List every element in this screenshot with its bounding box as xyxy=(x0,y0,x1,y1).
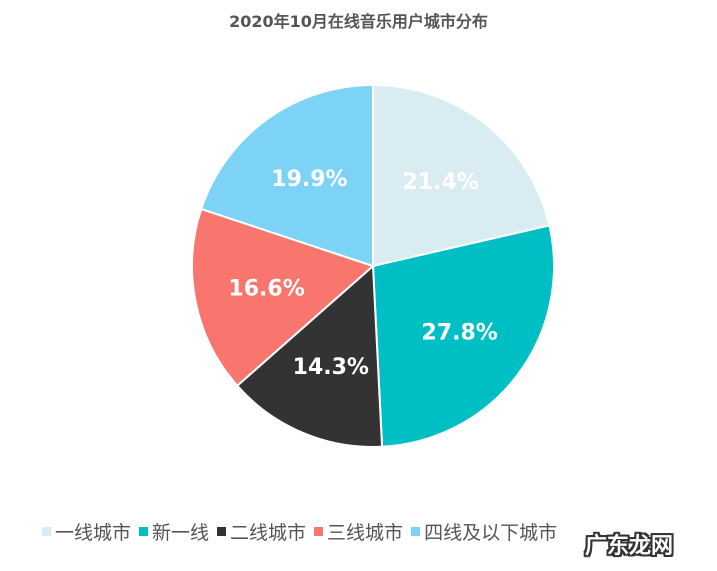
pie-slice-new-tier1 xyxy=(371,224,555,448)
legend-label-tier4-below: 四线及以下城市 xyxy=(424,522,558,544)
pie-slice-tier1 xyxy=(372,83,551,268)
pie-labels: 21.4% 27.8% 14.3% 16.6% 19.9% xyxy=(228,167,497,380)
pie-label-tier4-below: 19.9% xyxy=(271,167,347,192)
pie-label-new-tier1: 27.8% xyxy=(421,320,497,345)
legend-item-tier3: 三线城市 xyxy=(314,518,403,545)
watermark: 广东龙网 xyxy=(585,534,674,559)
legend-item-tier2: 二线城市 xyxy=(217,518,306,545)
pie-slice-tier4-below xyxy=(199,83,374,268)
legend-label-new-tier1: 新一线 xyxy=(152,522,210,544)
chart-title: 2020年10月在线音乐用户城市分布 xyxy=(229,12,488,31)
pie-label-tier2: 14.3% xyxy=(293,355,369,380)
pie-label-tier3: 16.6% xyxy=(228,277,304,302)
legend-swatch-tier3 xyxy=(314,527,324,536)
pie-slice-tier2 xyxy=(235,263,384,448)
legend-swatch-tier4-below xyxy=(411,527,421,536)
legend-label-tier3: 三线城市 xyxy=(327,522,404,544)
legend: 一线城市 新一线 二线城市 三线城市 四线及以下城市 xyxy=(42,518,565,545)
legend-label-tier2: 二线城市 xyxy=(230,522,307,544)
legend-swatch-tier2 xyxy=(217,527,227,536)
legend-item-tier4-below: 四线及以下城市 xyxy=(411,518,557,545)
legend-swatch-tier1 xyxy=(42,527,51,536)
legend-swatch-new-tier1 xyxy=(139,527,149,536)
legend-item-tier1: 一线城市 xyxy=(42,518,131,545)
pie-slices xyxy=(191,83,555,448)
legend-label-tier1: 一线城市 xyxy=(55,522,132,544)
pie-label-tier1: 21.4% xyxy=(402,170,478,195)
pie-slice-tier3 xyxy=(191,207,375,388)
legend-item-new-tier1: 新一线 xyxy=(139,518,209,545)
